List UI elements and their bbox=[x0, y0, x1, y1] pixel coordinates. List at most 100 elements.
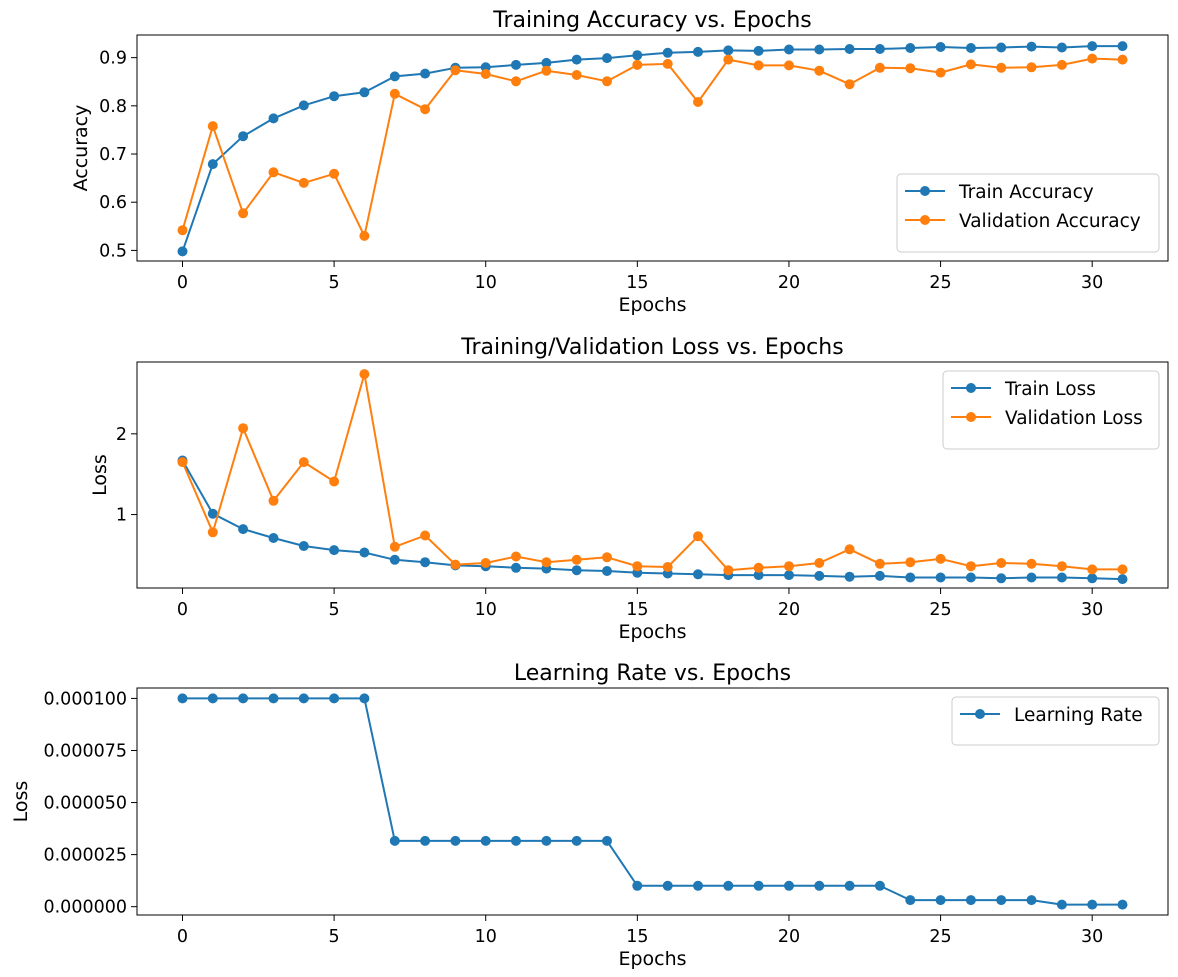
data-point bbox=[996, 573, 1007, 584]
legend-label: Validation Accuracy bbox=[959, 211, 1141, 232]
x-tick-label: 0 bbox=[177, 600, 188, 620]
data-point bbox=[814, 44, 825, 55]
data-point bbox=[1026, 572, 1037, 583]
data-point bbox=[420, 530, 431, 541]
data-point bbox=[238, 131, 249, 142]
data-point bbox=[662, 880, 673, 891]
data-point bbox=[784, 880, 794, 891]
data-point bbox=[632, 880, 643, 891]
data-point bbox=[965, 561, 976, 572]
data-point bbox=[298, 177, 309, 188]
data-point bbox=[844, 571, 855, 582]
subplot-1: Training Accuracy vs. Epochs 0 5 10 15 20 25 30… bbox=[70, 8, 1169, 316]
data-point bbox=[359, 369, 370, 380]
data-point bbox=[935, 553, 946, 564]
y-axis-label: Accuracy bbox=[70, 105, 92, 192]
x-axis-label: Epochs bbox=[618, 621, 686, 643]
x-tick-label: 20 bbox=[778, 600, 800, 620]
data-point bbox=[935, 67, 946, 78]
data-point bbox=[1087, 53, 1098, 64]
series-train-accuracy bbox=[177, 41, 1128, 257]
data-point bbox=[207, 121, 218, 132]
data-point bbox=[480, 835, 491, 846]
data-point bbox=[1026, 41, 1037, 52]
series-learning-rate bbox=[177, 693, 1128, 910]
legend-marker bbox=[920, 186, 930, 196]
y-tick-label: 0.000075 bbox=[43, 741, 127, 761]
data-point bbox=[1056, 59, 1067, 70]
data-point bbox=[814, 880, 825, 891]
data-point bbox=[298, 100, 309, 111]
data-point bbox=[874, 570, 885, 581]
data-point bbox=[238, 423, 249, 434]
legend-label: Train Loss bbox=[1004, 379, 1096, 400]
y-tick-label: 0.9 bbox=[99, 49, 127, 69]
y-tick-label: 1 bbox=[116, 506, 127, 526]
data-point bbox=[784, 60, 794, 71]
data-point bbox=[905, 572, 916, 583]
data-point bbox=[450, 65, 461, 76]
y-tick-label: 0.000050 bbox=[43, 794, 127, 814]
data-point bbox=[298, 693, 309, 704]
data-point bbox=[693, 97, 703, 107]
data-point bbox=[298, 457, 309, 468]
data-point bbox=[268, 693, 279, 704]
y-tick-label: 2 bbox=[116, 425, 127, 445]
data-point bbox=[268, 167, 279, 178]
data-point bbox=[541, 835, 552, 846]
series-line bbox=[181, 460, 1123, 581]
data-point bbox=[662, 58, 673, 69]
subplot-3: Learning Rate vs. Epochs 0 5 10 15 20 25 30 0.00… bbox=[10, 661, 1169, 970]
data-point bbox=[1117, 574, 1128, 585]
legend-label: Validation Loss bbox=[1005, 408, 1143, 429]
legend: Train Loss Validation Loss bbox=[942, 370, 1160, 450]
legend-label: Train Accuracy bbox=[958, 182, 1094, 203]
data-point bbox=[511, 835, 521, 846]
y-tick-label: 0.000100 bbox=[43, 689, 127, 709]
data-point bbox=[1087, 899, 1098, 910]
data-point bbox=[1056, 572, 1067, 583]
x-tick-label: 30 bbox=[1081, 273, 1103, 293]
data-point bbox=[723, 54, 734, 65]
data-point bbox=[571, 565, 582, 576]
x-tick-label: 10 bbox=[475, 927, 497, 947]
data-point bbox=[450, 559, 461, 570]
data-point bbox=[844, 880, 855, 891]
x-tick-label: 20 bbox=[778, 927, 800, 947]
data-point bbox=[602, 76, 612, 87]
data-point bbox=[1026, 62, 1037, 73]
data-point bbox=[996, 42, 1007, 53]
data-point bbox=[632, 59, 643, 70]
data-point bbox=[602, 552, 612, 563]
x-axis-label: Epochs bbox=[618, 948, 686, 970]
data-point bbox=[420, 104, 431, 115]
data-point bbox=[784, 44, 794, 55]
series-line bbox=[181, 373, 1123, 572]
data-point bbox=[177, 457, 188, 468]
data-point bbox=[511, 76, 521, 87]
data-point bbox=[905, 557, 916, 568]
x-tick-label: 15 bbox=[626, 273, 648, 293]
data-point bbox=[420, 557, 431, 568]
x-tick-label: 20 bbox=[778, 273, 800, 293]
data-point bbox=[693, 880, 703, 891]
data-point bbox=[511, 562, 521, 573]
data-point bbox=[1117, 899, 1128, 910]
data-point bbox=[177, 225, 188, 236]
data-point bbox=[359, 693, 370, 704]
data-point bbox=[1117, 41, 1128, 52]
data-point bbox=[1117, 564, 1128, 575]
data-point bbox=[238, 693, 249, 704]
data-point bbox=[753, 570, 764, 581]
data-point bbox=[389, 71, 400, 82]
x-axis-label: Epochs bbox=[618, 294, 686, 316]
x-tick-label: 30 bbox=[1081, 927, 1103, 947]
data-point bbox=[389, 88, 400, 99]
x-tick-label: 25 bbox=[929, 600, 951, 620]
data-point bbox=[874, 880, 885, 891]
data-point bbox=[1117, 54, 1128, 65]
data-point bbox=[571, 835, 582, 846]
data-point bbox=[753, 562, 764, 573]
data-point bbox=[207, 693, 218, 704]
data-point bbox=[814, 65, 825, 76]
